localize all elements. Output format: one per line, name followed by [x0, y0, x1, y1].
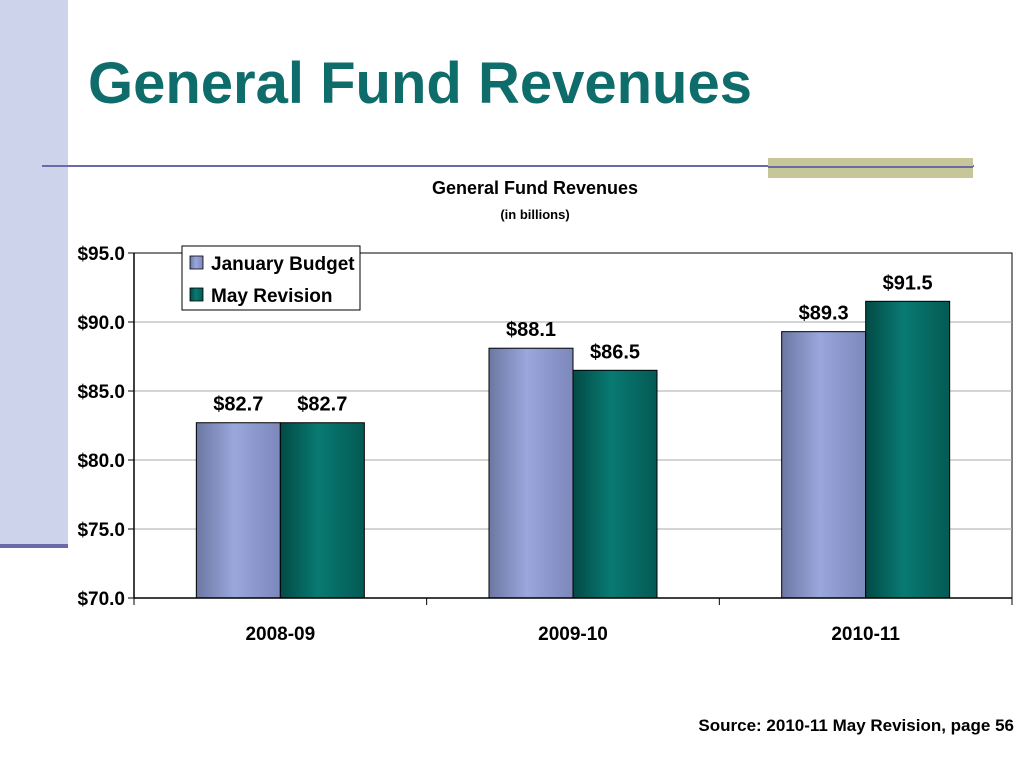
title-rule-accent-line [768, 166, 973, 168]
data-labels: $82.7 $88.1 $89.3 $82.7 $86.5 $91.5 [213, 272, 932, 415]
left-decorative-band [0, 0, 68, 545]
data-label-january-budget: $89.3 [799, 303, 849, 325]
legend-swatch-may-revision [189, 287, 204, 302]
axes: $95.0 $90.0 $85.0 $80.0 $75.0 $70.0 2008-09 200… [77, 244, 1013, 645]
data-label-january-budget: $82.7 [213, 394, 263, 416]
x-category-label: 2010-11 [831, 624, 900, 645]
bar-may-revision [865, 300, 951, 599]
bar-may-revision [572, 369, 658, 599]
left-band-accent-line [0, 544, 68, 548]
legend-swatch-january-budget [189, 255, 204, 270]
slide-title: General Fund Revenues [88, 51, 752, 116]
legend-box [181, 245, 361, 311]
data-label-may-revision: $82.7 [297, 394, 347, 416]
chart-legend: January Budget May Revision [181, 245, 361, 311]
y-tick-label: $85.0 [77, 382, 125, 403]
x-category-label: 2009-10 [538, 624, 608, 645]
bar-january-budget [781, 331, 867, 599]
title-underline-rule [42, 165, 974, 167]
chart-subtitle: (in billions) [500, 207, 569, 222]
title-rule-accent-block [768, 158, 973, 178]
y-tick-label: $75.0 [77, 520, 125, 541]
y-tick-label: $90.0 [77, 313, 125, 334]
bars [195, 300, 951, 599]
data-label-january-budget: $88.1 [506, 319, 556, 341]
y-tick-label: $80.0 [77, 451, 125, 472]
data-label-may-revision: $91.5 [883, 272, 933, 294]
y-tick-label: $95.0 [77, 244, 125, 265]
legend-label-january-budget: January Budget [211, 254, 355, 275]
source-note: Source: 2010-11 May Revision, page 56 [698, 716, 1014, 735]
bar-may-revision [279, 422, 365, 599]
bar-january-budget [488, 347, 574, 599]
legend-label-may-revision: May Revision [211, 286, 332, 307]
chart-title: General Fund Revenues [432, 178, 638, 198]
x-category-label: 2008-09 [245, 624, 315, 645]
y-tick-label: $70.0 [77, 589, 125, 610]
data-label-may-revision: $86.5 [590, 341, 640, 363]
bar-january-budget [195, 422, 281, 599]
